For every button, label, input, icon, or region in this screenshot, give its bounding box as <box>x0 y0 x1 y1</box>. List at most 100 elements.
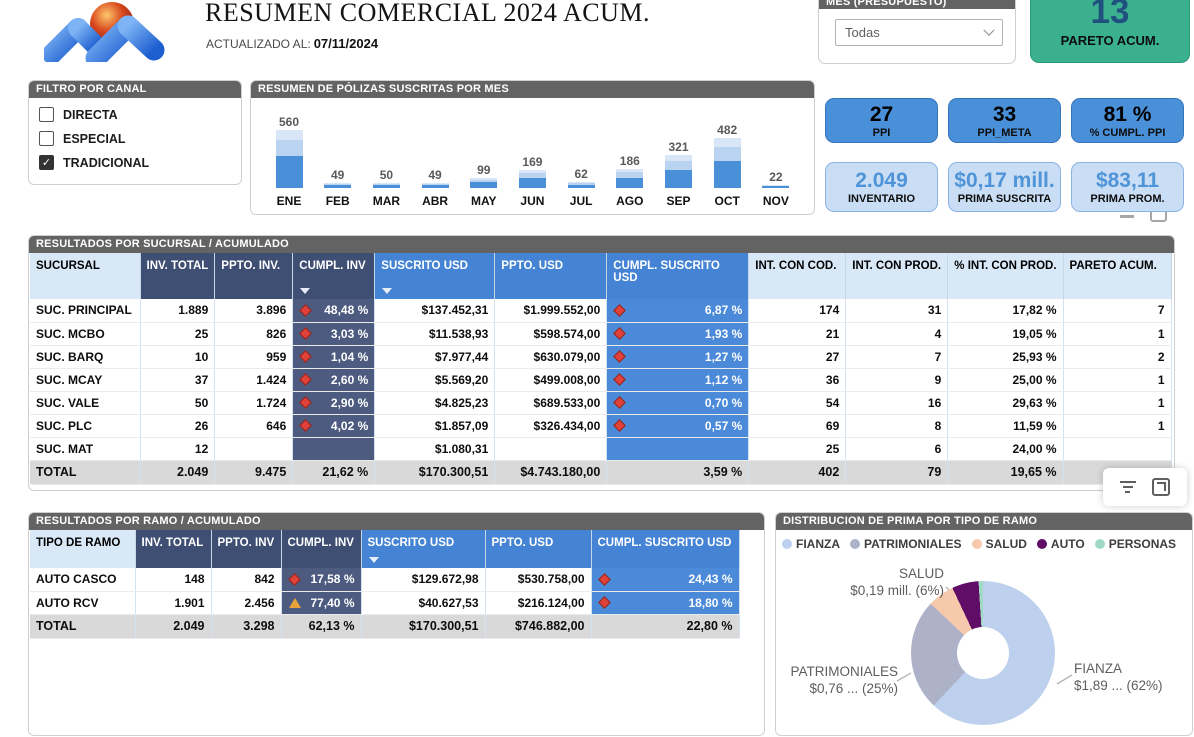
pareto-label: PARETO ACUM. <box>1060 33 1160 48</box>
bar-column[interactable] <box>665 155 692 188</box>
table-row[interactable]: SUC. PLC 26 646 4,02 % $1.857,09 $326.434,00 0… <box>30 414 1172 438</box>
table-cell: 12 <box>140 437 216 461</box>
header-row: TIPO DE RAMO INV. TOTAL PPTO. INV CUMPL. IN… <box>30 530 740 568</box>
table-cell: $137.452,31 <box>374 299 496 323</box>
table-cell: 2 <box>1063 345 1172 369</box>
filter-option-directa[interactable]: DIRECTA <box>39 107 241 122</box>
column-header[interactable]: INV. TOTAL <box>135 530 212 568</box>
table-row[interactable]: SUC. MAT 12 $1.080,31 25 6 24,00 % <box>30 437 1172 461</box>
table-cell: 69 <box>748 414 847 438</box>
table-cell: SUC. MAT <box>30 437 141 461</box>
kpi-label: % CUMPL. PPI <box>1089 127 1166 139</box>
donut-title: DISTRIBUCION DE PRIMA POR TIPO DE RAMO <box>776 513 1192 530</box>
bar-column[interactable] <box>372 183 400 188</box>
legend-item-auto[interactable]: AUTO <box>1036 537 1085 551</box>
column-header[interactable]: INT. CON COD. <box>748 253 847 299</box>
table-cell: $530.758,00 <box>485 568 592 592</box>
bar-segment <box>470 178 498 180</box>
column-header[interactable]: PPTO. USD <box>485 530 592 568</box>
bar-feb[interactable]: 49 <box>316 168 360 188</box>
legend-item-salud[interactable]: SALUD <box>971 537 1027 551</box>
checkbox-icon[interactable] <box>39 107 54 122</box>
column-header[interactable]: CUMPL. INV <box>292 253 376 299</box>
bar-column[interactable] <box>275 130 303 188</box>
table-cell: 8 <box>845 414 949 438</box>
legend-item-patrimoniales[interactable]: PATRIMONIALES <box>850 537 962 551</box>
column-header[interactable]: PPTO. USD <box>494 253 608 299</box>
column-header[interactable]: INT. CON PROD. <box>845 253 949 299</box>
bar-segment <box>518 173 546 179</box>
column-header[interactable]: SUSCRITO USD <box>374 253 496 299</box>
table-row[interactable]: AUTO RCV 1.901 2.456 77,40 % $40.627,53 $216.… <box>30 591 740 615</box>
column-header[interactable]: INV. TOTAL <box>140 253 216 299</box>
month-slicer-dropdown[interactable]: Todas <box>835 19 1003 46</box>
checkbox-icon[interactable] <box>39 131 54 146</box>
column-header[interactable]: SUSCRITO USD <box>361 530 486 568</box>
bar-column[interactable] <box>762 185 790 188</box>
table-cell: $11.538,93 <box>374 322 496 346</box>
visual-hover-toolbar <box>1103 468 1187 506</box>
cell-text: 18,80 % <box>688 595 733 610</box>
more-options-icon[interactable] <box>1120 215 1134 218</box>
bar-sep[interactable]: 321 <box>657 140 701 188</box>
table-row[interactable]: SUC. VALE 50 1.724 2,90 % $4.825,23 $689.533,… <box>30 391 1172 415</box>
bar-column[interactable] <box>616 169 644 188</box>
column-header-label: CUMPL. SUSCRITO USD <box>613 260 720 284</box>
column-header[interactable]: TIPO DE RAMO <box>30 530 136 568</box>
red-diamond-icon <box>299 350 313 363</box>
table-row[interactable]: SUC. PRINCIPAL 1.889 3.896 48,48 % $137.452,… <box>30 299 1172 323</box>
table-row[interactable]: SUC. BARQ 10 959 1,04 % $7.977,44 $630.079,00… <box>30 345 1172 369</box>
table-cell: 1.901 <box>135 591 212 615</box>
bar-nov[interactable]: 22 <box>754 170 798 188</box>
column-header[interactable]: PPTO. INV <box>211 530 282 568</box>
bar-mar[interactable]: 50 <box>364 168 408 188</box>
legend-item-fianza[interactable]: FIANZA <box>782 537 840 551</box>
filter-lines-icon[interactable] <box>1119 478 1136 496</box>
bar-oct[interactable]: 482 <box>705 123 749 188</box>
total-row: TOTAL 2.049 3.298 62,13 % $170.300,51 $746.88… <box>30 614 740 639</box>
bar-column[interactable] <box>567 182 595 188</box>
bar-column[interactable] <box>518 170 546 188</box>
red-diamond-icon <box>613 350 627 363</box>
bar-column[interactable] <box>324 183 352 188</box>
bar-jun[interactable]: 169 <box>510 155 554 188</box>
legend-item-personas[interactable]: PERSONAS <box>1094 537 1176 551</box>
column-header[interactable]: PARETO ACUM. <box>1063 253 1172 299</box>
bar-value-label: 321 <box>668 140 689 154</box>
focus-mode-expand-icon[interactable] <box>1152 478 1171 496</box>
sucursal-table-panel: RESULTADOS POR SUCURSAL / ACUMULADO SUCU… <box>28 235 1175 491</box>
bar-column[interactable] <box>470 178 498 188</box>
bar-column[interactable] <box>713 138 741 188</box>
table-row[interactable]: SUC. MCBO 25 826 3,03 % $11.538,93 $598.574,0… <box>30 322 1172 346</box>
bar-ene[interactable]: 560 <box>267 115 311 188</box>
red-diamond-icon <box>299 373 313 386</box>
table-cell: SUC. PRINCIPAL <box>30 299 141 323</box>
filter-option-label: ESPECIAL <box>63 131 126 146</box>
table-cell: $4.825,23 <box>374 391 496 415</box>
donut-chart[interactable] <box>911 581 1055 725</box>
bar-column[interactable] <box>421 183 449 188</box>
column-header[interactable]: SUCURSAL <box>30 253 141 299</box>
page-title: RESUMEN COMERCIAL 2024 ACUM. <box>205 0 650 27</box>
filter-option-especial[interactable]: ESPECIAL <box>39 131 241 146</box>
bar-jul[interactable]: 62 <box>559 167 603 188</box>
table-row[interactable]: AUTO CASCO 148 842 17,58 % $129.672,98 $530.7… <box>30 568 740 592</box>
checkbox-icon[interactable] <box>39 155 54 170</box>
bar-may[interactable]: 99 <box>462 163 506 188</box>
column-header[interactable]: % INT. CON PROD. <box>947 253 1064 299</box>
bar-chart: 560 49 50 49 99 169 62 186 321 482 22 <box>259 103 806 188</box>
sucursal-table-title: RESULTADOS POR SUCURSAL / ACUMULADO <box>29 236 1174 253</box>
legend-label: AUTO <box>1050 537 1085 551</box>
bar-segment <box>324 185 352 188</box>
column-header-label: CUMPL. INV <box>299 260 366 272</box>
table-cell: 1.724 <box>214 391 294 415</box>
column-header[interactable]: CUMPL. SUSCRITO USD <box>606 253 750 299</box>
bar-ago[interactable]: 186 <box>608 154 652 188</box>
bar-abr[interactable]: 49 <box>413 168 457 188</box>
filter-option-tradicional[interactable]: TRADICIONAL <box>39 155 241 170</box>
column-header[interactable]: PPTO. INV. <box>214 253 294 299</box>
table-cell: 25,00 % <box>947 368 1064 392</box>
column-header[interactable]: CUMPL. SUSCRITO USD <box>591 530 740 568</box>
column-header[interactable]: CUMPL. INV <box>281 530 362 568</box>
table-row[interactable]: SUC. MCAY 37 1.424 2,60 % $5.569,20 $499.008,… <box>30 368 1172 392</box>
